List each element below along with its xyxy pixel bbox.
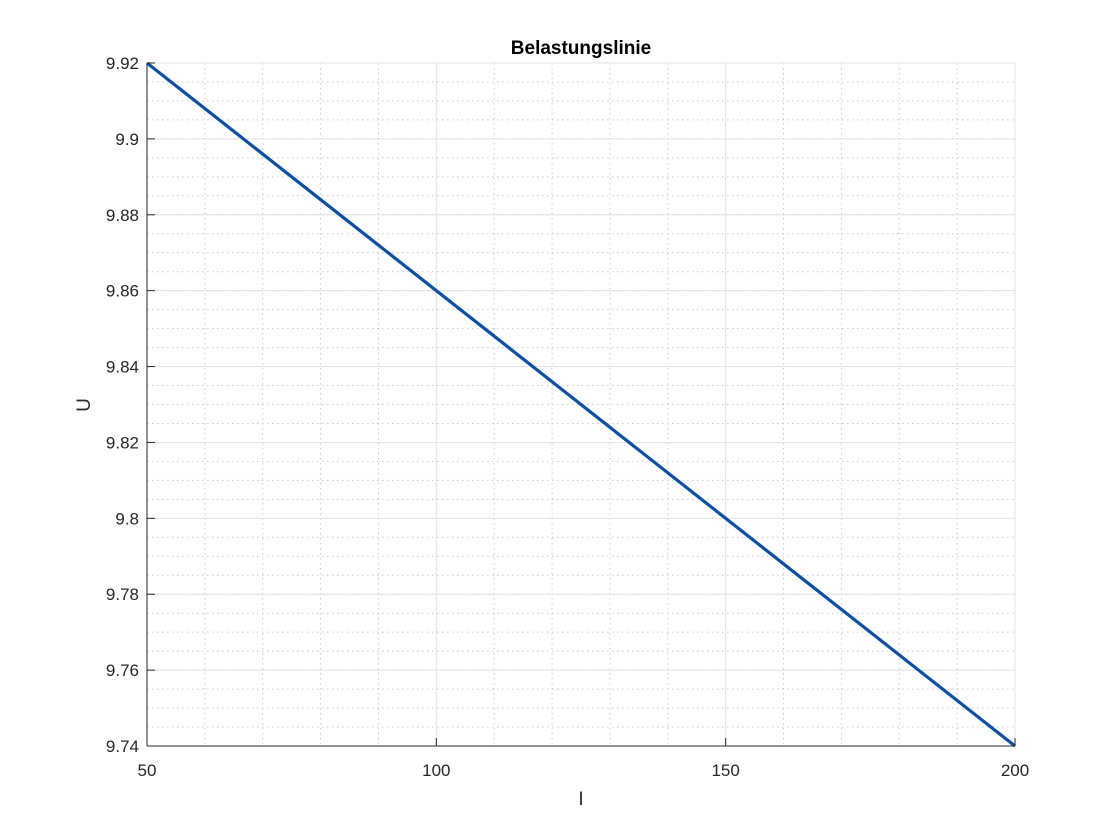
x-tick-labels: 50 100 150 200 <box>138 761 1030 780</box>
x-tick-label: 50 <box>138 761 157 780</box>
y-tick-labels: 9.74 9.76 9.78 9.8 9.82 9.84 9.86 9.88 9.9 9.92 <box>106 54 139 756</box>
y-tick-label: 9.76 <box>106 661 139 680</box>
x-axis-label: I <box>578 789 583 810</box>
x-tick-label: 150 <box>711 761 739 780</box>
axes-layer <box>146 62 1016 747</box>
x-tick-label: 100 <box>422 761 450 780</box>
y-tick-label: 9.86 <box>106 282 139 301</box>
y-tick-label: 9.92 <box>106 54 139 73</box>
y-tick-label: 9.84 <box>106 358 139 377</box>
chart-title: Belastungslinie <box>511 38 651 59</box>
y-tick-label: 9.8 <box>115 509 139 528</box>
series-line-0 <box>146 61 1016 748</box>
y-tick-label: 9.78 <box>106 585 139 604</box>
x-tick-label: 200 <box>1001 761 1029 780</box>
y-tick-label: 9.88 <box>106 206 139 225</box>
y-tick-label: 9.9 <box>115 130 139 149</box>
y-axis-label: U <box>74 398 95 412</box>
series-layer <box>146 61 1016 748</box>
y-tick-label: 9.82 <box>106 433 139 452</box>
y-tick-label: 9.74 <box>106 737 139 756</box>
